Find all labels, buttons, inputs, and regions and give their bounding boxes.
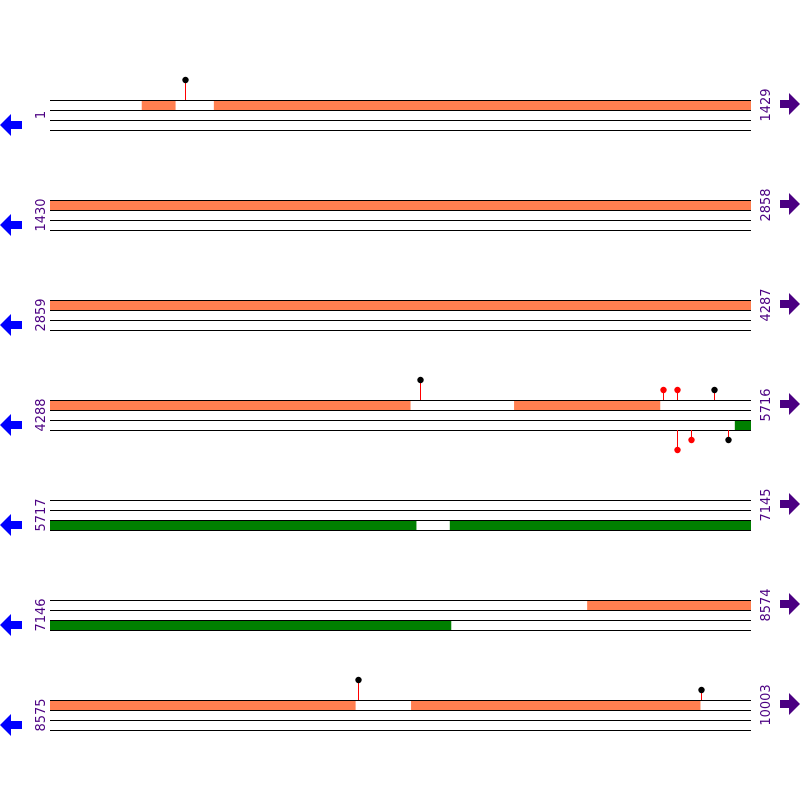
marker-head [182, 76, 189, 84]
marker-head [725, 436, 732, 444]
sequence-row: 5717 7145 [0, 488, 800, 536]
sequence-row: 1430 2858 [0, 188, 800, 236]
marker-head [660, 386, 667, 394]
arrow-right-icon[interactable] [780, 693, 800, 715]
row-end-label: 10003 [759, 684, 774, 725]
forward-feature [50, 700, 356, 710]
marker-head [688, 436, 695, 444]
arrow-left-icon[interactable] [0, 314, 22, 336]
row-end-label: 4287 [759, 288, 774, 321]
row-end-label: 5716 [759, 388, 774, 421]
sequence-row: 4288 5716 [0, 376, 800, 454]
arrow-left-icon[interactable] [0, 114, 22, 136]
marker-head [674, 446, 681, 454]
forward-feature [411, 700, 701, 710]
arrow-right-icon[interactable] [780, 293, 800, 315]
row-end-label: 2858 [759, 188, 774, 221]
row-end-label: 1429 [759, 88, 774, 121]
row-start-label: 1 [34, 111, 49, 119]
arrow-right-icon[interactable] [780, 593, 800, 615]
arrow-left-icon[interactable] [0, 214, 22, 236]
sequence-row: 8575 10003 [0, 676, 800, 736]
arrow-left-icon[interactable] [0, 414, 22, 436]
marker-head [417, 376, 424, 384]
row-start-label: 1430 [34, 198, 49, 231]
arrow-left-icon[interactable] [0, 514, 22, 536]
forward-feature [514, 400, 661, 410]
row-start-label: 5717 [34, 498, 49, 531]
sequence-row: 7146 8574 [0, 588, 800, 636]
arrow-right-icon[interactable] [780, 193, 800, 215]
reverse-feature [734, 420, 751, 430]
forward-feature [141, 100, 176, 110]
reverse-feature [50, 520, 417, 530]
sequence-row: 1 1429 [0, 76, 800, 136]
arrow-left-icon[interactable] [0, 614, 22, 636]
marker-head [355, 676, 362, 684]
arrow-left-icon[interactable] [0, 714, 22, 736]
marker-head [698, 686, 705, 694]
row-start-label: 2859 [34, 298, 49, 331]
row-start-label: 7146 [34, 598, 49, 631]
arrow-right-icon[interactable] [780, 493, 800, 515]
forward-feature [50, 200, 751, 210]
forward-feature [587, 600, 751, 610]
marker-head [711, 386, 718, 394]
row-end-label: 8574 [759, 588, 774, 621]
marker-head [674, 386, 681, 394]
forward-feature [50, 400, 411, 410]
forward-feature [50, 300, 751, 310]
forward-feature [213, 100, 751, 110]
row-start-label: 8575 [34, 698, 49, 731]
reverse-feature [449, 520, 751, 530]
sequence-row: 2859 4287 [0, 288, 800, 336]
row-end-label: 7145 [759, 488, 774, 521]
reverse-feature [50, 620, 452, 630]
arrow-right-icon[interactable] [780, 93, 800, 115]
row-start-label: 4288 [34, 398, 49, 431]
arrow-right-icon[interactable] [780, 393, 800, 415]
